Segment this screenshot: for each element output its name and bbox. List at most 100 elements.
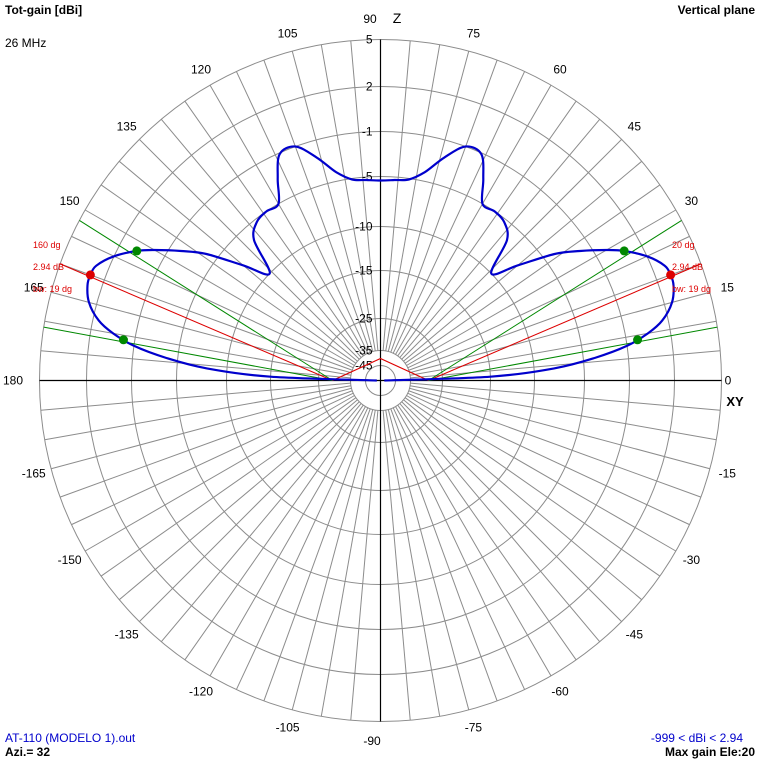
grid-spoke xyxy=(403,160,643,362)
grid-spoke xyxy=(390,59,498,353)
radial-tick-label: 2 xyxy=(366,80,373,94)
angle-tick-labels: 0 15 30 45 60 75 90 105 120 135 150 165 180 -165 -150 -… xyxy=(3,12,736,748)
grid-spoke xyxy=(407,235,690,369)
angle-tick-label: 135 xyxy=(117,120,137,134)
angle-tick-label: 180 xyxy=(3,374,23,388)
grid-spoke xyxy=(118,399,358,601)
grid-spoke xyxy=(320,409,376,717)
grid-spoke xyxy=(100,397,357,577)
grid-spoke xyxy=(406,209,677,366)
grid-spoke xyxy=(409,387,711,470)
beam-ray xyxy=(428,263,702,381)
beam-ray xyxy=(428,326,718,381)
grid-spoke xyxy=(100,184,357,364)
beam-ray xyxy=(428,219,682,381)
azimuth-label: Azi.= 32 xyxy=(5,745,51,759)
grid-spoke xyxy=(409,291,711,374)
beam-ray xyxy=(59,263,333,381)
grid-spoke xyxy=(392,407,526,690)
beam-gain-label: 2.94 dB xyxy=(33,262,64,272)
angle-tick-label: -30 xyxy=(683,553,701,567)
grid-spoke xyxy=(40,350,351,379)
angle-tick-label: 75 xyxy=(467,27,481,41)
grid-spoke xyxy=(409,385,717,441)
angle-tick-label: 120 xyxy=(191,63,211,77)
grid-spoke xyxy=(404,397,661,577)
radial-tick-label: -10 xyxy=(355,220,373,234)
radial-tick-label: -1 xyxy=(362,125,373,139)
beam-ray xyxy=(43,326,333,381)
grid-spoke xyxy=(350,410,379,721)
radial-tick-label: 5 xyxy=(366,33,373,47)
angle-tick-label: 105 xyxy=(278,27,298,41)
grid-spoke xyxy=(404,184,661,364)
angle-tick-label: -150 xyxy=(58,553,82,567)
grid-spoke xyxy=(139,139,360,360)
grid-spoke xyxy=(406,395,677,552)
grid-spoke xyxy=(408,263,702,371)
half-power-point xyxy=(118,335,128,345)
grid-spoke xyxy=(320,44,376,352)
grid-spoke xyxy=(408,390,702,498)
grid-spoke xyxy=(59,390,353,498)
max-gain-point xyxy=(666,270,676,280)
grid-spoke xyxy=(50,291,352,374)
angle-tick-label: -15 xyxy=(719,466,737,480)
grid-spoke xyxy=(407,392,690,526)
angle-tick-label: 165 xyxy=(24,281,44,295)
grid-spoke xyxy=(385,409,441,717)
grid-spoke xyxy=(291,409,374,711)
beam-lines xyxy=(43,219,718,382)
angle-tick-label: -165 xyxy=(22,466,46,480)
radial-tick-label: -25 xyxy=(355,312,373,326)
half-power-point xyxy=(633,335,643,345)
grid-spoke xyxy=(395,406,552,677)
grid-spoke xyxy=(390,408,498,702)
grid-spoke xyxy=(350,40,379,351)
chart-title: Tot-gain [dBi] xyxy=(5,3,83,17)
beam-ray xyxy=(79,219,333,381)
max-gain-point xyxy=(85,270,95,280)
grid-spoke xyxy=(385,44,441,352)
grid-spoke xyxy=(399,118,601,358)
beam-gain-label: 2.94 dB xyxy=(672,262,703,272)
radial-tick-label: -5 xyxy=(362,170,373,184)
grid-spoke xyxy=(263,408,371,702)
grid-spoke xyxy=(387,409,470,711)
grid-spoke xyxy=(401,139,622,360)
max-gain-label: Max gain Ele:20 xyxy=(664,745,755,759)
grid-spoke xyxy=(84,209,355,366)
angle-tick-label: 60 xyxy=(553,63,567,77)
grid-spoke xyxy=(263,59,371,353)
grid-spoke xyxy=(44,385,352,441)
grid-spoke xyxy=(387,50,470,352)
angle-tick-label: 150 xyxy=(60,194,80,208)
half-power-point xyxy=(619,246,629,256)
grid-spoke xyxy=(84,395,355,552)
polar-grid xyxy=(39,39,722,722)
file-name: AT-110 (MODELO 1).out xyxy=(5,731,136,745)
angle-tick-label: -75 xyxy=(465,720,483,734)
center-feed-outline xyxy=(332,357,429,382)
grid-spoke xyxy=(160,118,362,358)
beam-angle-label: 160 dg xyxy=(33,240,61,250)
grid-spoke xyxy=(71,392,354,526)
grid-spoke xyxy=(209,406,366,677)
gain-range-label: -999 < dBi < 2.94 xyxy=(650,731,743,745)
z-axis-label: Z xyxy=(393,10,402,26)
angle-tick-label: -45 xyxy=(626,627,644,641)
radial-tick-labels: 52-1-5-10-15-25-35-45 xyxy=(355,33,373,373)
angle-tick-label: -90 xyxy=(363,734,381,748)
angle-tick-label: 15 xyxy=(721,281,735,295)
beam-markers: 20 dg 2.94 dB bw: 19 dg 160 dg 2.94 dB bw: 19… xyxy=(33,240,711,345)
grid-spoke xyxy=(382,40,411,351)
grid-spoke xyxy=(209,84,366,355)
grid-spoke xyxy=(399,403,601,643)
grid-spoke xyxy=(397,404,577,661)
grid-spoke xyxy=(184,100,364,357)
grid-spoke xyxy=(235,407,369,690)
half-power-point xyxy=(132,246,142,256)
grid-spoke xyxy=(235,71,369,354)
radial-tick-label: -15 xyxy=(355,264,373,278)
